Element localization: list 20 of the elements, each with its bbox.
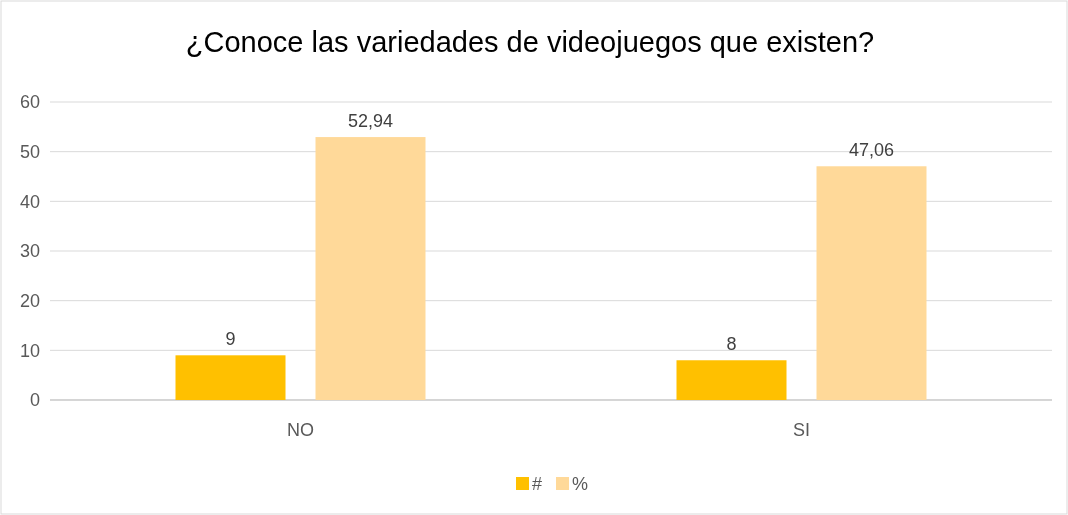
bar [175, 355, 286, 400]
data-label: 52,94 [347, 111, 394, 132]
chart-title: ¿Conoce las variedades de videojuegos que existen? [185, 26, 875, 58]
y-tick-label: 10 [19, 340, 40, 361]
legend-label: # [532, 474, 543, 495]
y-tick-label: 60 [19, 92, 40, 113]
legend-label: % [572, 474, 589, 495]
x-tick-label: NO [287, 420, 314, 440]
x-tick-label: SI [792, 420, 811, 440]
y-tick-label: 20 [19, 290, 40, 311]
y-tick-label: 30 [19, 241, 40, 262]
y-tick-label: 50 [19, 141, 40, 162]
bar [315, 137, 426, 400]
data-label: 47,06 [848, 140, 895, 161]
data-label: 8 [726, 334, 737, 355]
bar [676, 360, 787, 400]
y-tick-label: 0 [29, 390, 40, 411]
data-label: 9 [225, 329, 236, 350]
y-tick-label: 40 [19, 191, 40, 212]
bar [816, 166, 927, 400]
